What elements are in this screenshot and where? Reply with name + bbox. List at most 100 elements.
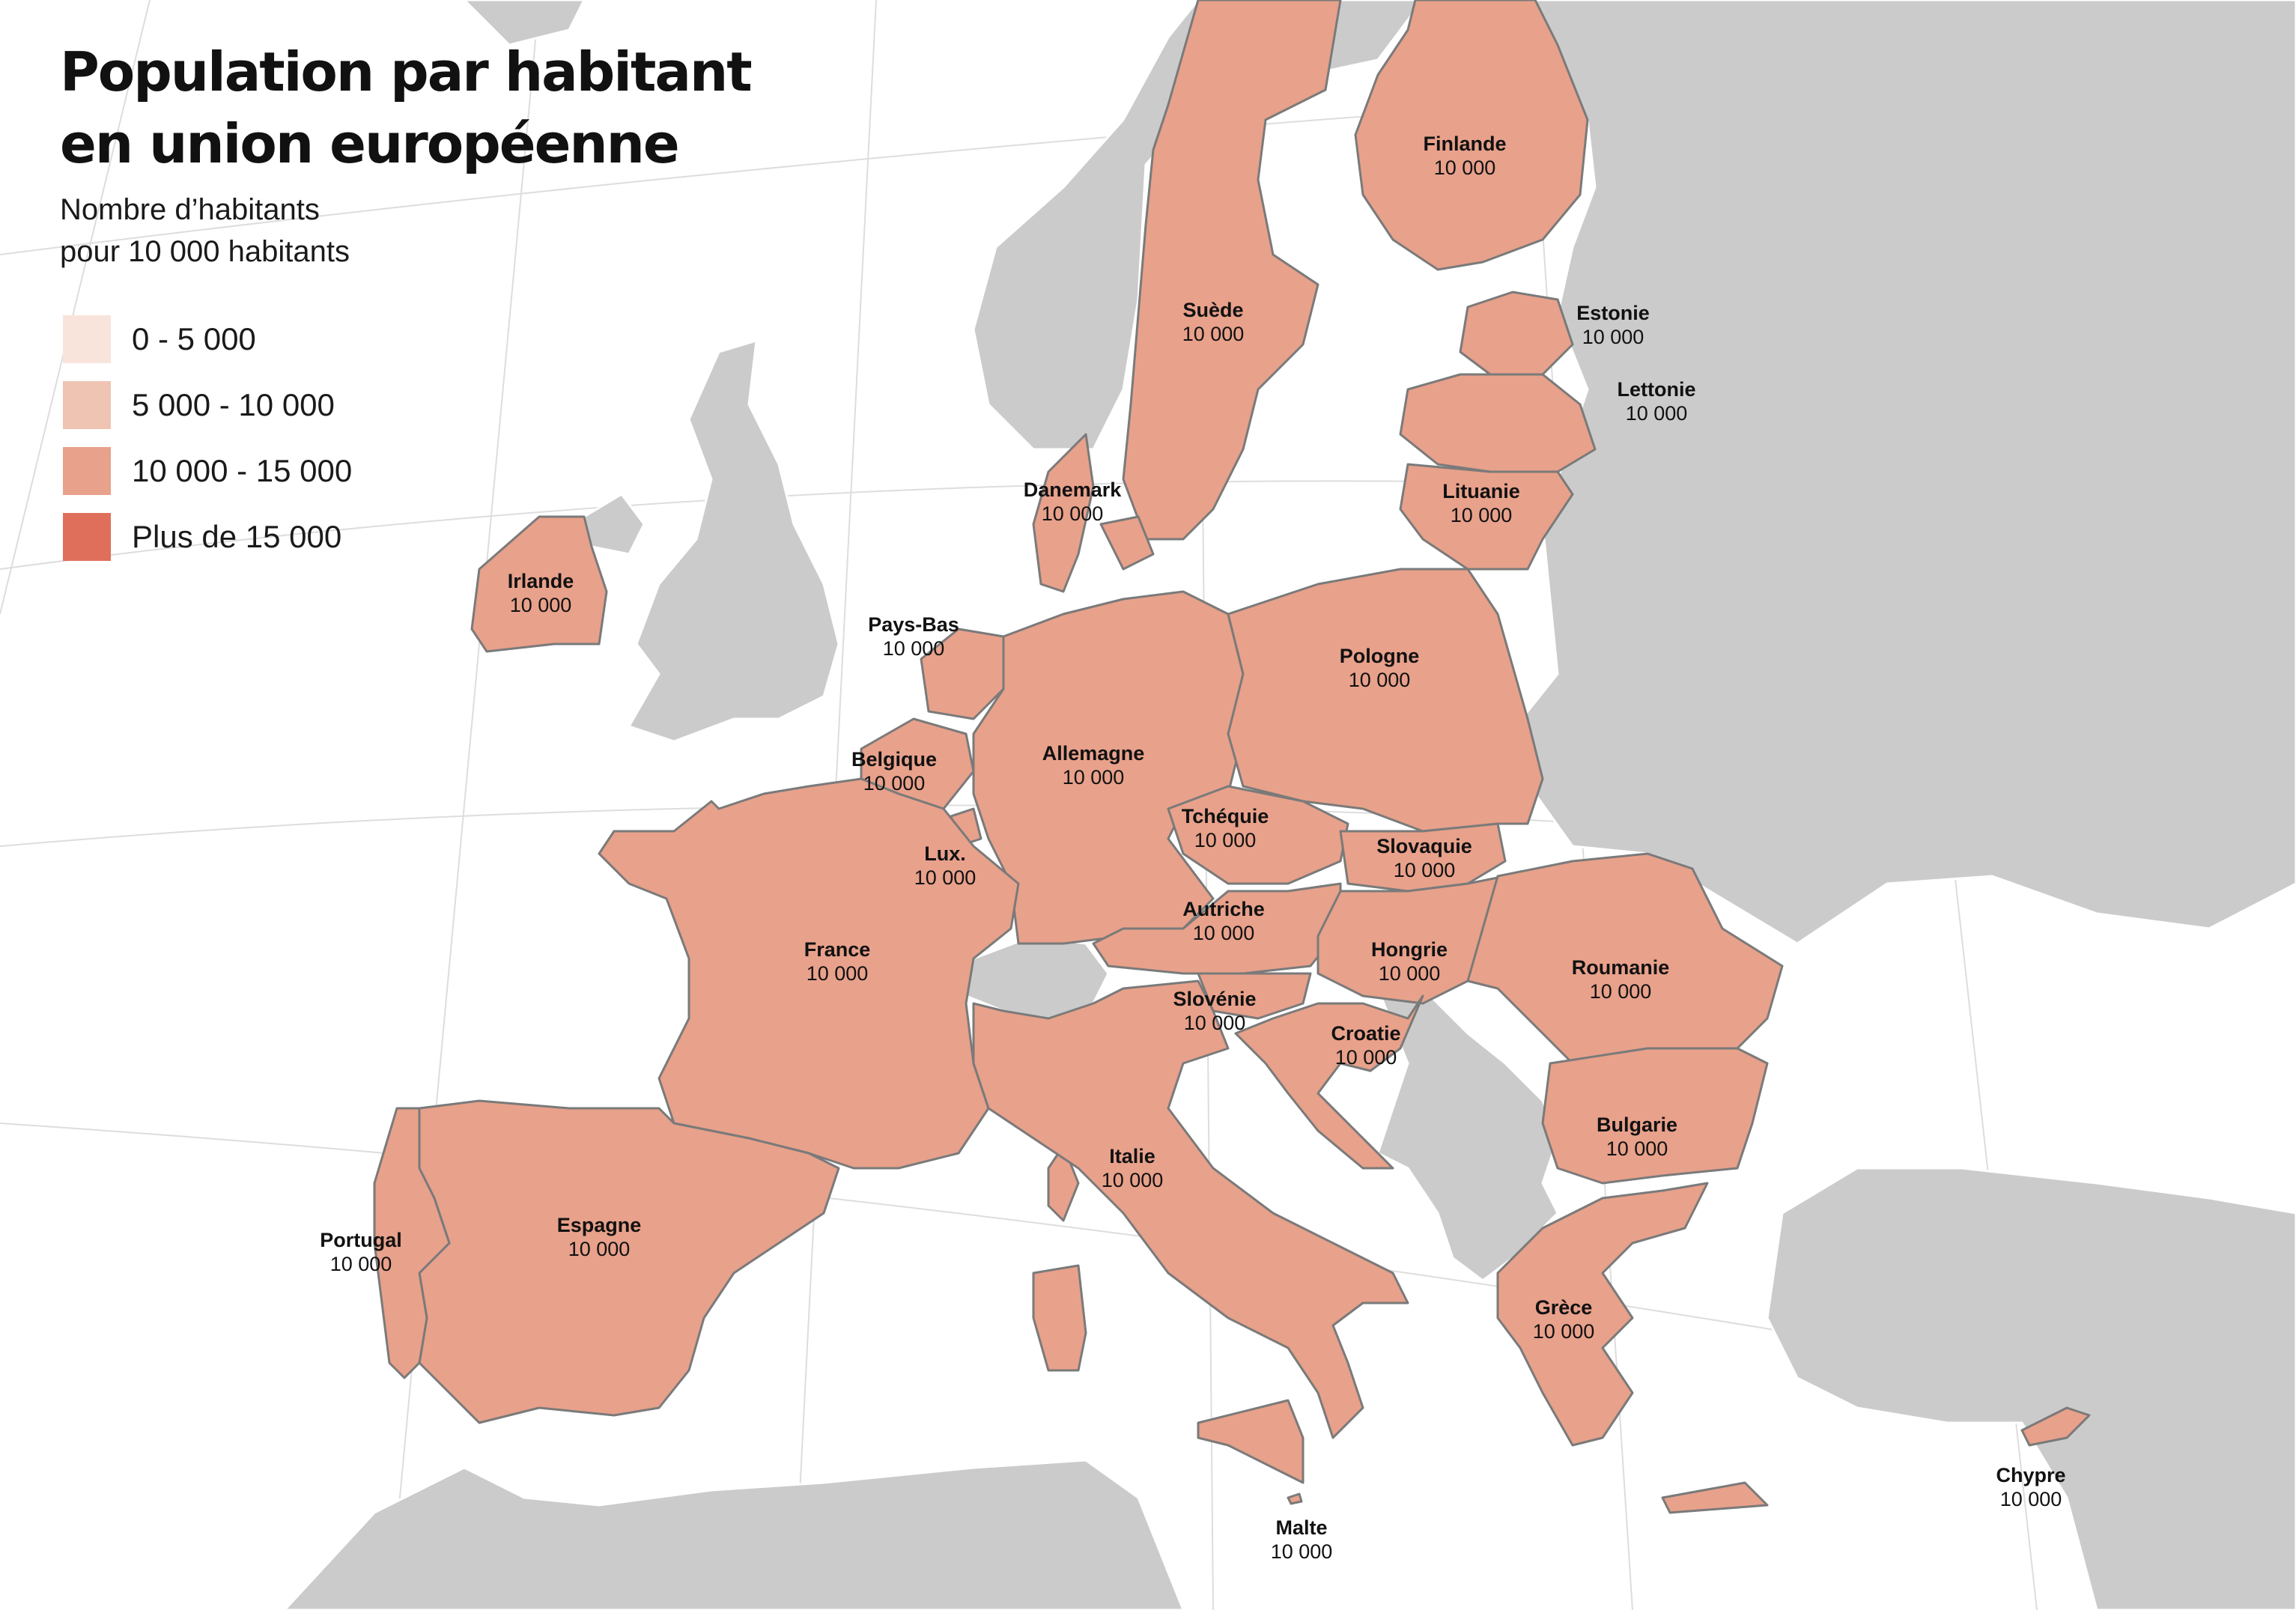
country-name: Lituanie — [1442, 480, 1520, 502]
legend-label: 10 000 - 15 000 — [132, 453, 353, 488]
north-africa — [282, 1459, 1185, 1610]
country-value: 10 000 — [806, 962, 869, 985]
legend-item: 0 - 5 000 — [63, 315, 352, 364]
country-value: 10 000 — [1532, 1320, 1595, 1343]
malta-shape — [1287, 1492, 1303, 1505]
country-label: France 10 000 — [804, 938, 871, 985]
country-name: Danemark — [1023, 479, 1122, 501]
country-name: Finlande — [1423, 133, 1507, 155]
legend-label: 0 - 5 000 — [132, 321, 256, 356]
croatia-shape — [1234, 994, 1424, 1170]
country-name: Estonie — [1576, 302, 1650, 324]
country-value: 10 000 — [1334, 1046, 1397, 1069]
country-label: Bulgarie 10 000 — [1597, 1113, 1677, 1161]
country-value: 10 000 — [329, 1253, 392, 1275]
latvia-shape — [1399, 373, 1597, 473]
country-value: 10 000 — [1183, 1012, 1246, 1034]
great-britain — [627, 338, 840, 743]
country-value: 10 000 — [1433, 157, 1496, 179]
country-value: 10 000 — [1041, 502, 1104, 525]
country-label: Slovaquie 10 000 — [1376, 834, 1472, 882]
country-name: Lettonie — [1617, 378, 1696, 401]
country-value: 10 000 — [1625, 402, 1688, 425]
denmark-shape — [1032, 433, 1155, 593]
country-value: 10 000 — [1393, 859, 1456, 881]
subtitle-line-2: pour 10 000 habitants — [60, 235, 350, 268]
country-label: Finlande 10 000 — [1423, 132, 1506, 180]
country-name: Hongrie — [1370, 938, 1448, 961]
country-label: Lettonie 10 000 — [1618, 377, 1696, 425]
portugal-shape — [373, 1107, 451, 1379]
country-value: 10 000 — [863, 772, 926, 795]
country-value: 10 000 — [1194, 829, 1257, 851]
country-name: Portugal — [320, 1229, 402, 1251]
lithuania-shape — [1399, 463, 1574, 571]
country-value: 10 000 — [568, 1238, 631, 1260]
country-label: Grèce 10 000 — [1533, 1295, 1595, 1343]
title-line-1: Population par habitant — [60, 40, 753, 103]
legend-swatch — [63, 381, 111, 429]
italy-shape — [972, 979, 1409, 1484]
title-line-2: en union européenne — [60, 112, 680, 175]
country-label: Irlande 10 000 — [508, 569, 574, 617]
czechia-shape — [1167, 785, 1349, 885]
country-name: Allemagne — [1042, 742, 1145, 765]
country-label: Roumanie 10 000 — [1572, 956, 1670, 1003]
country-value: 10 000 — [1999, 1488, 2062, 1510]
country-name: Belgique — [851, 748, 938, 771]
country-value: 10 000 — [1101, 1169, 1164, 1191]
country-value: 10 000 — [914, 866, 977, 889]
slovakia-shape — [1339, 822, 1507, 893]
country-label: Tchéquie 10 000 — [1182, 804, 1269, 852]
country-label: Allemagne 10 000 — [1042, 741, 1145, 789]
bulgaria-shape — [1541, 1047, 1769, 1185]
country-value: 10 000 — [1450, 504, 1513, 526]
country-label: Pays-Bas 10 000 — [868, 613, 959, 660]
country-value: 10 000 — [1348, 669, 1411, 691]
country-label: Danemark 10 000 — [1024, 478, 1122, 526]
map-subtitle: Nombre d’habitants pour 10 000 habitants — [60, 189, 350, 273]
country-label: Pologne 10 000 — [1340, 644, 1420, 692]
ireland-shape — [470, 515, 608, 653]
country-value: 10 000 — [882, 637, 945, 660]
country-label: Autriche 10 000 — [1182, 897, 1265, 945]
country-label: Lituanie 10 000 — [1442, 479, 1520, 527]
map-title: Population par habitant en union europée… — [60, 36, 753, 180]
country-name: Croatie — [1331, 1022, 1401, 1045]
legend-label: 5 000 - 10 000 — [132, 387, 335, 422]
eu-countries — [373, 0, 2091, 1514]
country-name: Suède — [1182, 299, 1244, 321]
country-value: 10 000 — [1378, 962, 1441, 985]
country-value: 10 000 — [1589, 980, 1652, 1003]
country-name: Autriche — [1182, 898, 1265, 920]
legend: 0 - 5 000 5 000 - 10 000 10 000 - 15 000 Pl… — [63, 315, 352, 578]
country-value: 10 000 — [1192, 922, 1255, 944]
country-name: Bulgarie — [1596, 1114, 1678, 1136]
country-label: Croatie 10 000 — [1331, 1021, 1400, 1069]
country-label: Italie 10 000 — [1102, 1144, 1164, 1192]
country-value: 10 000 — [1182, 323, 1245, 345]
country-label: Malte 10 000 — [1271, 1516, 1333, 1564]
legend-swatch — [63, 315, 111, 363]
country-label: Lux. 10 000 — [914, 842, 977, 890]
country-label: Suède 10 000 — [1182, 298, 1245, 346]
country-value: 10 000 — [1270, 1540, 1333, 1563]
legend-item: 10 000 - 15 000 — [63, 446, 352, 496]
legend-swatch — [63, 513, 111, 561]
romania-shape — [1466, 852, 1784, 1065]
cyprus-shape — [2020, 1406, 2091, 1447]
iceland-fragment — [462, 0, 586, 46]
country-label: Espagne 10 000 — [557, 1213, 642, 1261]
country-name: Chypre — [1996, 1464, 2066, 1486]
country-label: Estonie 10 000 — [1576, 301, 1650, 349]
country-name: Espagne — [556, 1214, 642, 1236]
country-value: 10 000 — [1582, 326, 1644, 348]
greece-shape — [1496, 1182, 1769, 1514]
country-name: Malte — [1275, 1516, 1328, 1539]
country-label: Slovénie 10 000 — [1173, 987, 1256, 1035]
country-name: Pologne — [1339, 645, 1420, 667]
country-name: Roumanie — [1571, 956, 1670, 979]
legend-item: 5 000 - 10 000 — [63, 380, 352, 430]
country-label: Hongrie 10 000 — [1371, 938, 1448, 985]
